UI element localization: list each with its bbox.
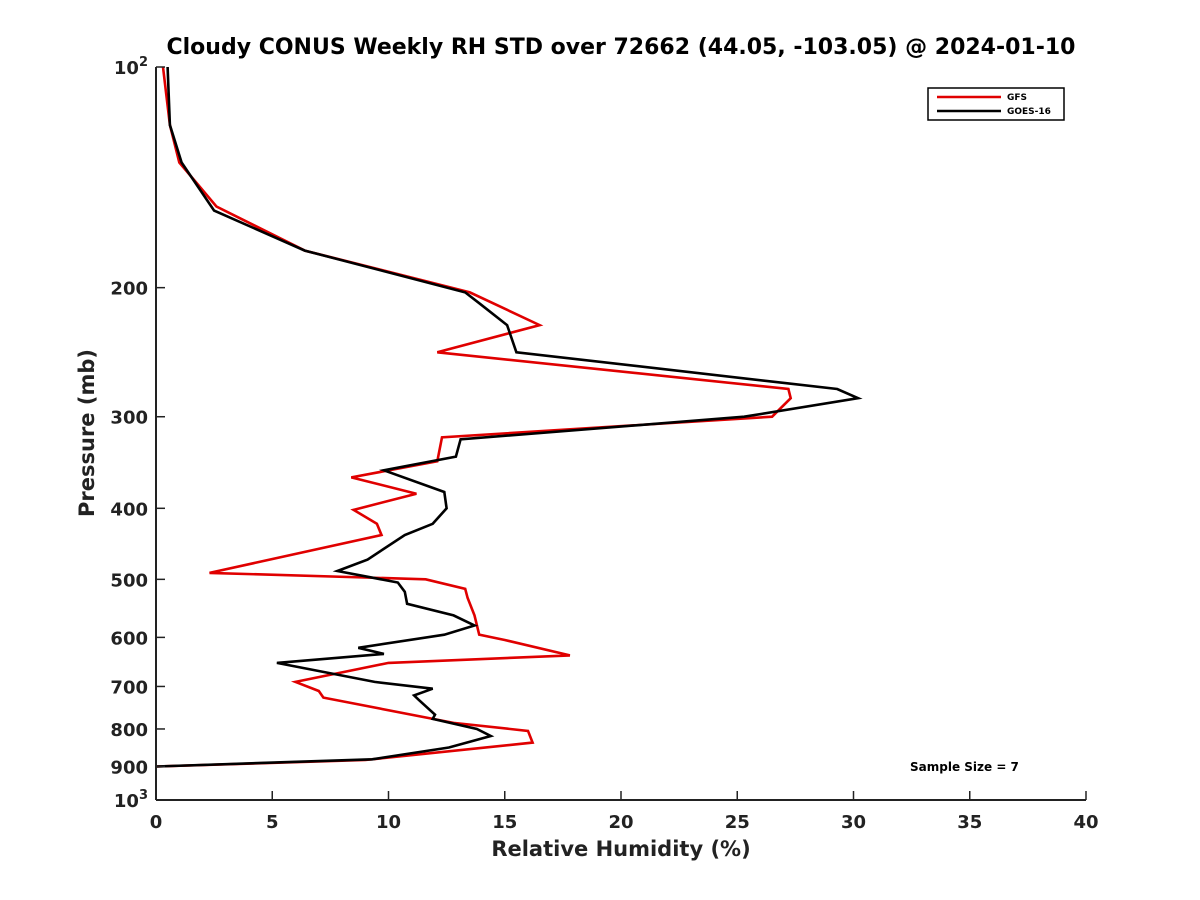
series-line-goes16: [155, 66, 863, 768]
x-tick-label: 20: [608, 812, 633, 833]
y-tick-label: 500: [110, 570, 148, 591]
legend-box: [927, 87, 1065, 121]
x-tick-label: 10: [376, 812, 401, 833]
x-tick-label: 40: [1073, 812, 1098, 833]
x-tick-label: 30: [841, 812, 866, 833]
y-ticks: 102 200 300 400 500 600 700 800 900 103: [110, 55, 165, 812]
x-tick-label: 35: [957, 812, 982, 833]
y-tick-label: 103: [114, 788, 148, 812]
y-axis-label: Pressure (mb): [75, 349, 99, 517]
y-tick-label: 900: [110, 757, 148, 778]
series-layer: [155, 66, 863, 768]
sample-size-annotation: Sample Size = 7: [910, 760, 1019, 774]
plot-area: 0 5 10 15 20 25 30 35 40 102 200 300 400 500 600 700 80…: [110, 55, 1098, 833]
legend-label-goes16: GOES-16: [1007, 107, 1051, 117]
x-axis-label: Relative Humidity (%): [491, 837, 750, 861]
y-tick-label: 400: [110, 499, 148, 520]
legend-label-gfs: GFS: [1007, 93, 1027, 103]
x-tick-label: 15: [492, 812, 517, 833]
chart-title: Cloudy CONUS Weekly RH STD over 72662 (4…: [167, 35, 1076, 60]
x-tick-label: 5: [266, 812, 279, 833]
y-tick-label: 102: [114, 55, 148, 79]
legend: GFS GOES-16: [927, 87, 1065, 121]
y-tick-label: 800: [110, 720, 148, 741]
y-tick-label: 700: [110, 677, 148, 698]
y-tick-label: 600: [110, 628, 148, 649]
series-line-gfs: [155, 66, 793, 768]
x-ticks: 0 5 10 15 20 25 30 35 40: [150, 791, 1099, 833]
x-tick-label: 25: [725, 812, 750, 833]
y-tick-label: 200: [110, 279, 148, 300]
x-tick-label: 0: [150, 812, 163, 833]
y-tick-label: 300: [110, 408, 148, 429]
